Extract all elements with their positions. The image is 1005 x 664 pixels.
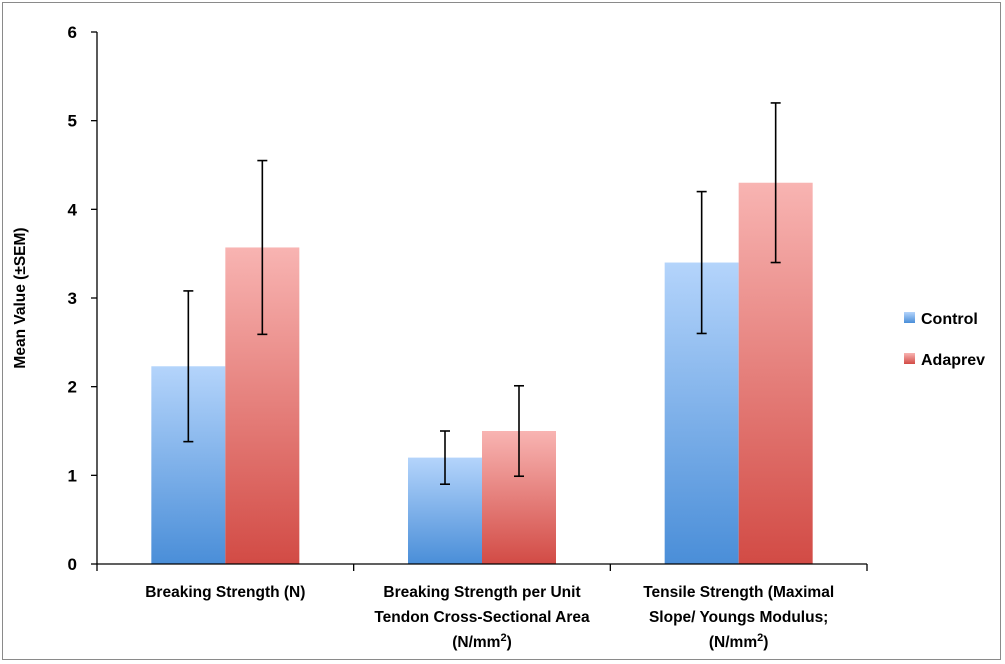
y-tick-label: 0 <box>68 555 77 574</box>
legend-swatch-control <box>904 312 915 323</box>
x-category-label: Tensile Strength (Maximal Slope/ Youngs M… <box>643 584 834 651</box>
error-bar-control-2 <box>696 190 707 335</box>
y-axis-title: Mean Value (±SEM) <box>12 227 29 368</box>
error-bar-control-1 <box>440 430 450 486</box>
error-bar-adaprev-1 <box>514 384 524 478</box>
error-bar-adaprev-0 <box>257 159 268 336</box>
error-bar-control-0 <box>183 290 194 443</box>
y-tick-label: 2 <box>68 378 77 397</box>
legend-label-adaprev: Adaprev <box>921 352 985 369</box>
y-tick-label: 1 <box>68 466 77 485</box>
y-tick-label: 4 <box>68 200 78 219</box>
y-tick-label: 3 <box>68 289 77 308</box>
y-tick-label: 5 <box>68 112 77 131</box>
x-category-label: Breaking Strength per Unit Tendon Cross-S… <box>374 584 590 651</box>
y-tick-label: 6 <box>68 23 77 42</box>
error-bar-adaprev-2 <box>770 102 781 264</box>
legend-swatch-adaprev <box>904 353 915 364</box>
legend-label-control: Control <box>921 311 978 328</box>
x-category-label: Breaking Strength (N) <box>145 584 305 601</box>
